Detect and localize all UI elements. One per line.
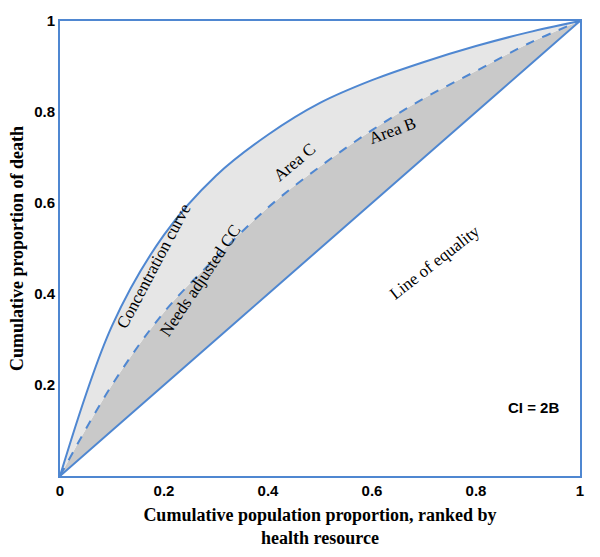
svg-text:0.4: 0.4 <box>258 482 280 499</box>
svg-text:Needs adjusted CC: Needs adjusted CC <box>156 221 245 340</box>
svg-text:0.8: 0.8 <box>34 103 55 120</box>
svg-text:0.2: 0.2 <box>154 482 175 499</box>
svg-text:Line of equality: Line of equality <box>386 221 484 303</box>
svg-text:Cumulative population proporti: Cumulative population proportion, ranked… <box>143 505 496 548</box>
svg-text:0.6: 0.6 <box>34 194 55 211</box>
svg-text:Area B: Area B <box>366 113 418 147</box>
svg-text:1: 1 <box>576 482 584 499</box>
svg-text:0.8: 0.8 <box>466 482 487 499</box>
svg-text:0: 0 <box>56 482 64 499</box>
svg-text:Cumulative proportion of death: Cumulative proportion of death <box>7 126 27 371</box>
svg-text:0.4: 0.4 <box>34 285 56 302</box>
svg-text:0.6: 0.6 <box>362 482 383 499</box>
svg-text:Area C: Area C <box>270 139 319 185</box>
svg-text:CI = 2B: CI = 2B <box>508 399 559 416</box>
svg-text:0.2: 0.2 <box>34 376 55 393</box>
svg-text:1: 1 <box>47 12 55 29</box>
svg-text:Concentration curve: Concentration curve <box>113 201 195 332</box>
